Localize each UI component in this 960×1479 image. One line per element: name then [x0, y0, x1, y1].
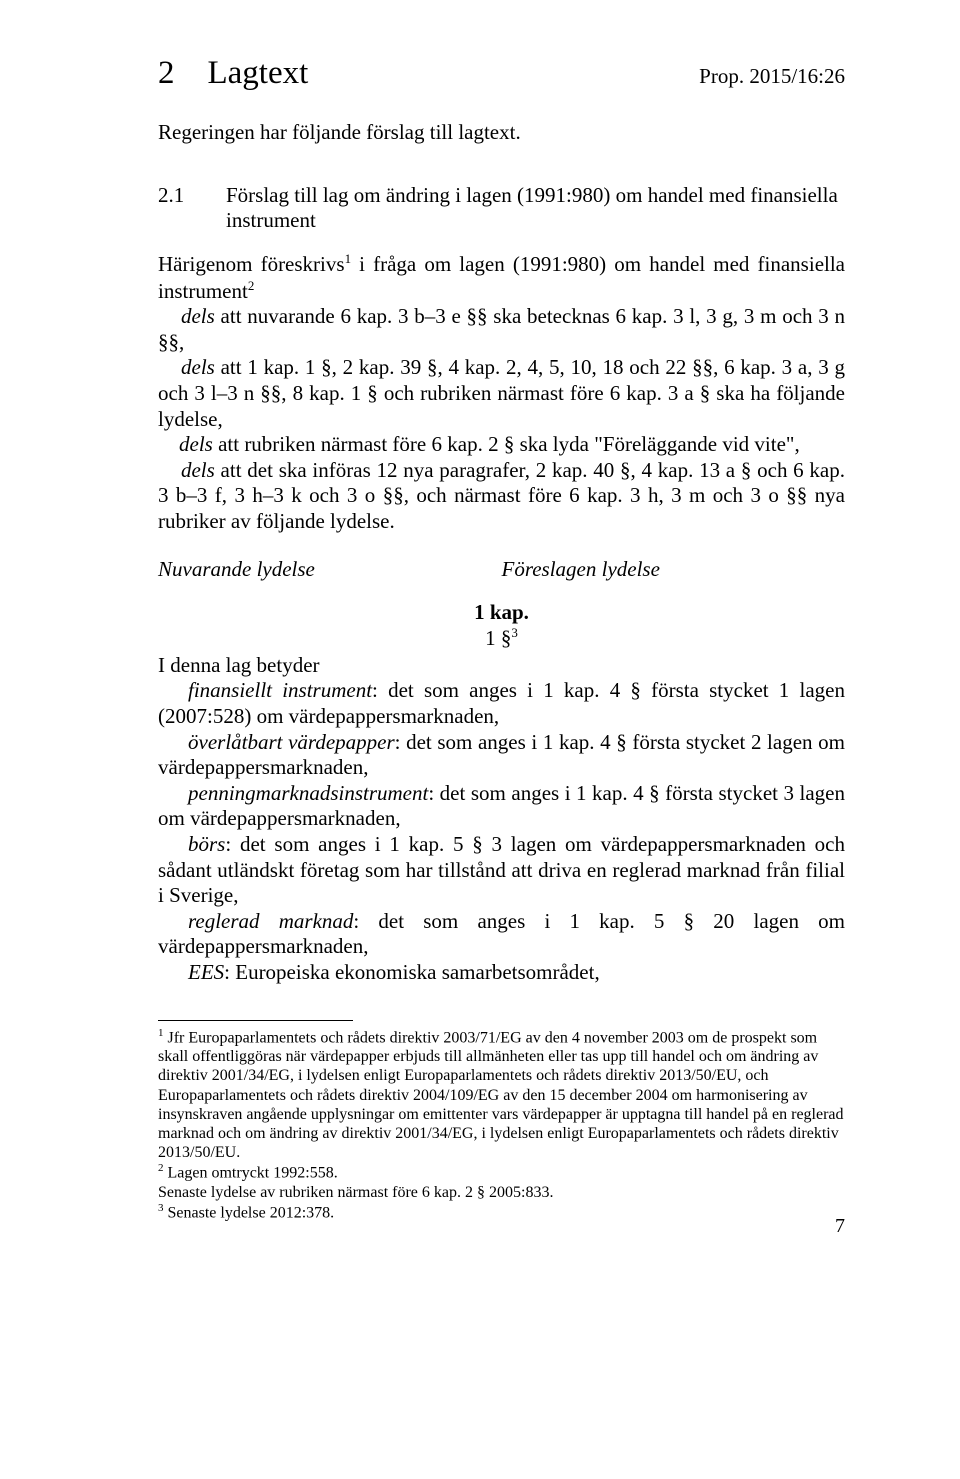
footnote-ref-3: 3	[511, 625, 518, 640]
dels: dels	[181, 458, 215, 482]
def-label: finansiellt instrument	[188, 678, 372, 702]
def-label: penningmarknadsinstrument	[188, 781, 428, 805]
text: att nuvarande 6 kap. 3 b–3 e §§ ska bete…	[158, 304, 845, 354]
text: Härigenom föreskrivs	[158, 252, 345, 276]
footnote-marker: 2	[158, 1162, 164, 1174]
def-text: : Europeiska ekonomiska samarbetsområdet…	[224, 960, 600, 984]
footnote-3: 3 Senaste lydelse 2012:378.	[158, 1202, 845, 1223]
footnote-2b: Senaste lydelse av rubriken närmast före…	[158, 1183, 845, 1202]
footnote-separator	[158, 1020, 353, 1021]
footnote-marker: 3	[158, 1202, 164, 1214]
footnotes: 1 Jfr Europaparlamentets och rådets dire…	[158, 1027, 845, 1223]
dels: dels	[181, 355, 215, 379]
section-title: 2 Lagtext	[158, 55, 308, 92]
page-number: 7	[835, 1215, 845, 1238]
footnote-text: Lagen omtryckt 1992:558.	[168, 1165, 338, 1182]
dels: dels	[181, 304, 215, 328]
def-label: börs	[188, 832, 225, 856]
def-item: börs: det som anges i 1 kap. 5 § 3 lagen…	[158, 832, 845, 909]
subsection-title: Förslag till lag om ändring i lagen (199…	[226, 183, 845, 233]
footnote-text: Jfr Europaparlamentets och rådets direkt…	[158, 1029, 844, 1161]
header-row: 2 Lagtext Prop. 2015/16:26	[158, 55, 845, 92]
section-number: 2	[158, 55, 175, 91]
def-label: EES	[188, 960, 224, 984]
text: att det ska införas 12 nya paragrafer, 2…	[158, 458, 845, 533]
section-heading: Lagtext	[208, 55, 309, 91]
footnote-ref-2: 2	[248, 278, 255, 293]
def-label: överlåtbart värdepapper	[188, 730, 395, 754]
def-intro: I denna lag betyder	[158, 653, 845, 679]
kap-section: 1 §	[485, 626, 511, 650]
kap-heading: 1 kap. 1 §3	[158, 600, 845, 651]
lydelse-row: Nuvarande lydelse Föreslagen lydelse	[158, 557, 845, 582]
document-page: 2 Lagtext Prop. 2015/16:26 Regeringen ha…	[0, 0, 960, 1262]
def-item: reglerad marknad: det som anges i 1 kap.…	[158, 909, 845, 960]
footnote-1: 1 Jfr Europaparlamentets och rådets dire…	[158, 1027, 845, 1163]
footnote-marker: 1	[158, 1027, 164, 1039]
def-item: överlåtbart värdepapper: det som anges i…	[158, 730, 845, 781]
foreslagen-lydelse: Föreslagen lydelse	[502, 557, 846, 582]
text: att 1 kap. 1 §, 2 kap. 39 §, 4 kap. 2, 4…	[158, 355, 845, 430]
footnote-2: 2 Lagen omtryckt 1992:558.	[158, 1162, 845, 1183]
def-label: reglerad marknad	[188, 909, 353, 933]
def-item: EES: Europeiska ekonomiska samarbetsområ…	[158, 960, 845, 986]
definitions-block: I denna lag betyder finansiellt instrume…	[158, 653, 845, 986]
def-text: : det som anges i 1 kap. 5 § 3 lagen om …	[158, 832, 845, 907]
subsection-number: 2.1	[158, 183, 226, 233]
prop-number: Prop. 2015/16:26	[699, 64, 845, 89]
body-paragraph: Härigenom föreskrivs1 i fråga om lagen (…	[158, 251, 845, 535]
dels: dels	[179, 432, 213, 456]
text: att rubriken närmast före 6 kap. 2 § ska…	[213, 432, 800, 456]
intro-text: Regeringen har följande förslag till lag…	[158, 120, 845, 145]
nuvarande-lydelse: Nuvarande lydelse	[158, 557, 502, 582]
def-item: penningmarknadsinstrument: det som anges…	[158, 781, 845, 832]
footnote-text: Senaste lydelse 2012:378.	[168, 1204, 335, 1221]
subsection-header: 2.1 Förslag till lag om ändring i lagen …	[158, 183, 845, 233]
def-item: finansiellt instrument: det som anges i …	[158, 678, 845, 729]
kap-title: 1 kap.	[474, 600, 529, 624]
